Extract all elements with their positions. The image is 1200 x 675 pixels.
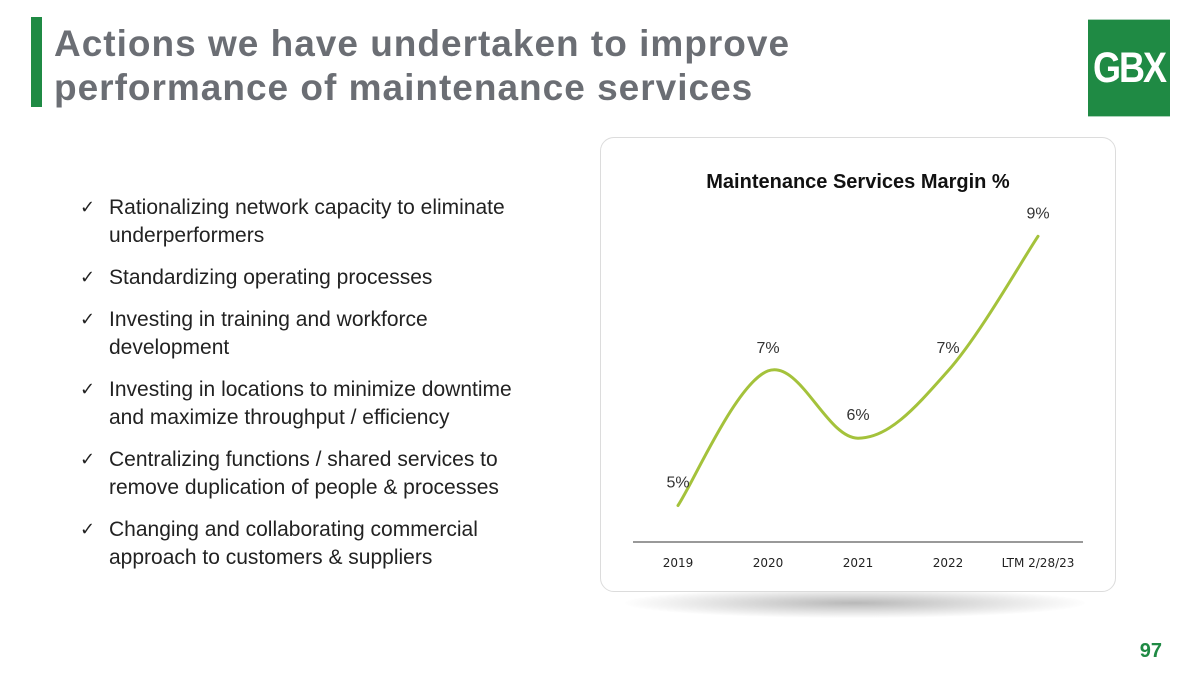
bullet-text: Rationalizing network capacity to elimin… [109, 196, 505, 247]
check-icon: ✓ [80, 267, 96, 288]
data-label: 6% [846, 407, 869, 424]
data-label: 5% [666, 475, 689, 492]
bullet-list: ✓ Rationalizing network capacity to elimi… [80, 194, 550, 586]
bullet-text: Standardizing operating processes [109, 266, 433, 289]
bullet-item: ✓ Centralizing functions / shared service… [80, 446, 550, 502]
bullet-item: ✓ Standardizing operating processes [80, 264, 550, 292]
bullet-text: Centralizing functions / shared services… [109, 448, 499, 499]
data-label: 9% [1026, 205, 1049, 222]
check-icon: ✓ [80, 309, 96, 330]
gbx-logo: GBX [1088, 19, 1170, 117]
card-shadow [625, 588, 1085, 618]
bullet-text: Investing in locations to minimize downt… [109, 378, 512, 429]
check-icon: ✓ [80, 379, 96, 400]
bullet-text: Investing in training and workforce deve… [109, 308, 428, 359]
x-tick-label: LTM 2/28/23 [1002, 556, 1075, 570]
check-icon: ✓ [80, 519, 96, 540]
x-tick-label: 2022 [933, 556, 964, 570]
bullet-text: Changing and collaborating commercial ap… [109, 518, 478, 569]
series-line [676, 234, 1040, 507]
chart-title: Maintenance Services Margin % [706, 171, 1010, 193]
x-tick-label: 2021 [843, 556, 874, 570]
bullet-item: ✓ Changing and collaborating commercial a… [80, 516, 550, 572]
bullet-item: ✓ Investing in locations to minimize down… [80, 376, 550, 432]
margin-line-chart: Maintenance Services Margin % 5% 7% 6% 7% 9%… [633, 171, 1083, 570]
chart-card [600, 137, 1116, 592]
x-tick-label: 2020 [753, 556, 784, 570]
data-label: 7% [936, 340, 959, 357]
x-tick-label: 2019 [663, 556, 694, 570]
bullet-item: ✓ Rationalizing network capacity to elimi… [80, 194, 550, 250]
page-number: 97 [1139, 640, 1162, 662]
data-label: 7% [756, 340, 779, 357]
logo-text: GBX [1092, 43, 1167, 92]
bullet-item: ✓ Investing in training and workforce dev… [80, 306, 550, 362]
title-accent-bar [31, 17, 42, 107]
check-icon: ✓ [80, 197, 96, 218]
check-icon: ✓ [80, 449, 96, 470]
slide-title: Actions we have undertaken to improve pe… [54, 23, 791, 108]
